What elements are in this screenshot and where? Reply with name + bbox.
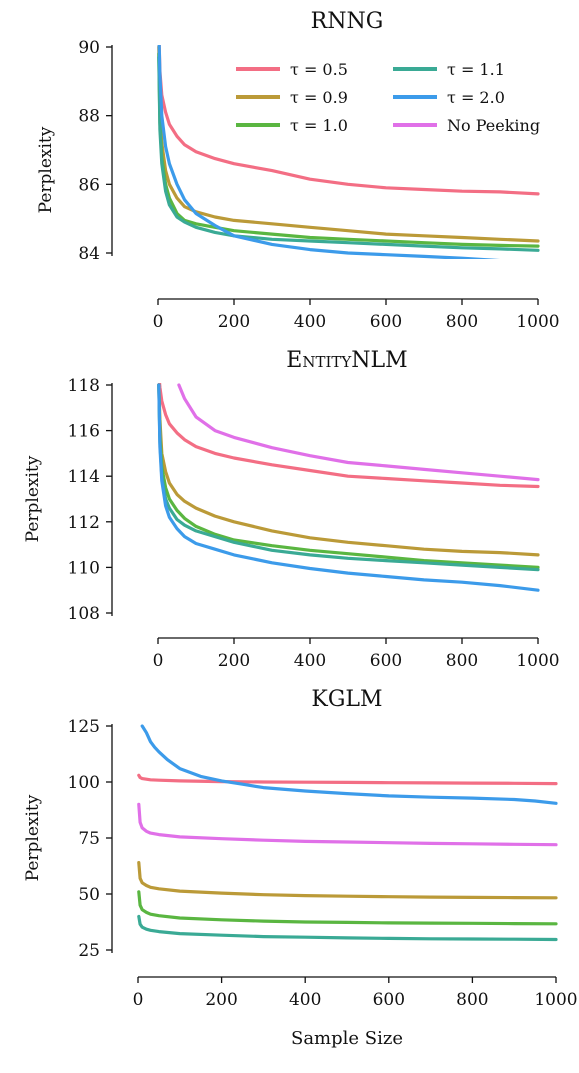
y-tick-label: 108 — [68, 604, 100, 624]
legend-label-tau-0-9: τ = 0.9 — [290, 88, 348, 107]
series-line-0-9 — [157, 383, 540, 557]
series-line-no-peeking — [137, 802, 558, 847]
x-tick-label: 600 — [370, 651, 402, 671]
y-tick-label: 110 — [68, 558, 100, 578]
panel-rnng: RNNG Perplexity 0 200 400 600 800 1000 84 86 88 9… — [36, 9, 560, 332]
y-tick-label: 100 — [68, 773, 100, 793]
panel-kglm: KGLM Perplexity Sample Size 0 200 400 600 80… — [23, 687, 578, 1049]
y-tick-label: 86 — [78, 175, 100, 195]
x-axis-label: Sample Size — [291, 1028, 403, 1049]
y-tick-label: 116 — [68, 422, 100, 442]
x-tick-label: 400 — [294, 651, 326, 671]
x-tick-label: 0 — [133, 990, 144, 1010]
y-tick-label: 114 — [68, 467, 100, 487]
x-tick-label: 0 — [153, 312, 164, 332]
series-line-0-5 — [157, 383, 540, 489]
series-line-2-0 — [157, 383, 540, 592]
x-tick-label: 600 — [373, 990, 405, 1010]
x-tick-label: 1000 — [516, 312, 559, 332]
x-tick-label: 400 — [289, 990, 321, 1010]
y-tick-label: 84 — [78, 244, 100, 264]
y-axis-label: Perplexity — [23, 455, 43, 542]
panel-entitynlm: EntityNLM Perplexity 0 200 400 600 800 1000 10… — [23, 348, 560, 671]
plot-area: 0 200 400 600 800 1000 84 86 88 90 — [78, 38, 559, 332]
legend: τ = 0.5 τ = 0.9 τ = 1.0 τ = 1.1 τ = 2.0 … — [236, 60, 540, 135]
series-line-0-5 — [157, 45, 540, 196]
y-axis-label: Perplexity — [23, 794, 43, 881]
legend-label-tau-2-0: τ = 2.0 — [447, 88, 505, 107]
y-tick-label: 50 — [78, 885, 100, 905]
x-tick-label: 0 — [153, 651, 164, 671]
series-line-1-0 — [137, 890, 558, 926]
x-tick-label: 200 — [218, 312, 250, 332]
x-tick-label: 800 — [456, 990, 488, 1010]
legend-label-no-peeking: No Peeking — [447, 116, 540, 135]
series-line-1-1 — [137, 914, 558, 942]
x-tick-label: 1000 — [516, 651, 559, 671]
series-line-0-9 — [137, 861, 558, 900]
y-tick-label: 90 — [78, 38, 100, 58]
x-tick-label: 800 — [446, 312, 478, 332]
series-line-1-0 — [157, 383, 540, 569]
y-tick-label: 75 — [78, 829, 100, 849]
series-line-2-0 — [140, 724, 558, 805]
plot-area: 0 200 400 600 800 1000 25 50 75 100 125 — [68, 717, 578, 1010]
y-tick-label: 125 — [68, 717, 100, 737]
panel-title: EntityNLM — [286, 348, 407, 373]
y-tick-label: 112 — [68, 513, 100, 533]
x-tick-label: 800 — [446, 651, 478, 671]
legend-label-tau-1-1: τ = 1.1 — [447, 60, 505, 79]
series-line-no-peeking — [177, 383, 540, 482]
series-line-1-1 — [157, 55, 540, 252]
legend-label-tau-1-0: τ = 1.0 — [290, 116, 348, 135]
y-tick-label: 25 — [78, 941, 100, 961]
x-tick-label: 200 — [205, 990, 237, 1010]
panel-title: RNNG — [311, 9, 384, 34]
y-axis-label: Perplexity — [36, 126, 56, 213]
series-line-0-5 — [137, 773, 558, 786]
x-tick-label: 1000 — [534, 990, 577, 1010]
plot-area: 0 200 400 600 800 1000 108 110 112 114 116 118 — [68, 376, 560, 671]
x-tick-label: 400 — [294, 312, 326, 332]
x-tick-label: 600 — [370, 312, 402, 332]
y-tick-label: 88 — [78, 107, 100, 127]
series-line-2-0 — [157, 45, 501, 259]
x-tick-label: 200 — [218, 651, 250, 671]
panel-title: KGLM — [311, 687, 382, 712]
y-tick-label: 118 — [68, 376, 100, 396]
series-line-0-9 — [157, 45, 540, 243]
legend-label-tau-0-5: τ = 0.5 — [290, 60, 348, 79]
